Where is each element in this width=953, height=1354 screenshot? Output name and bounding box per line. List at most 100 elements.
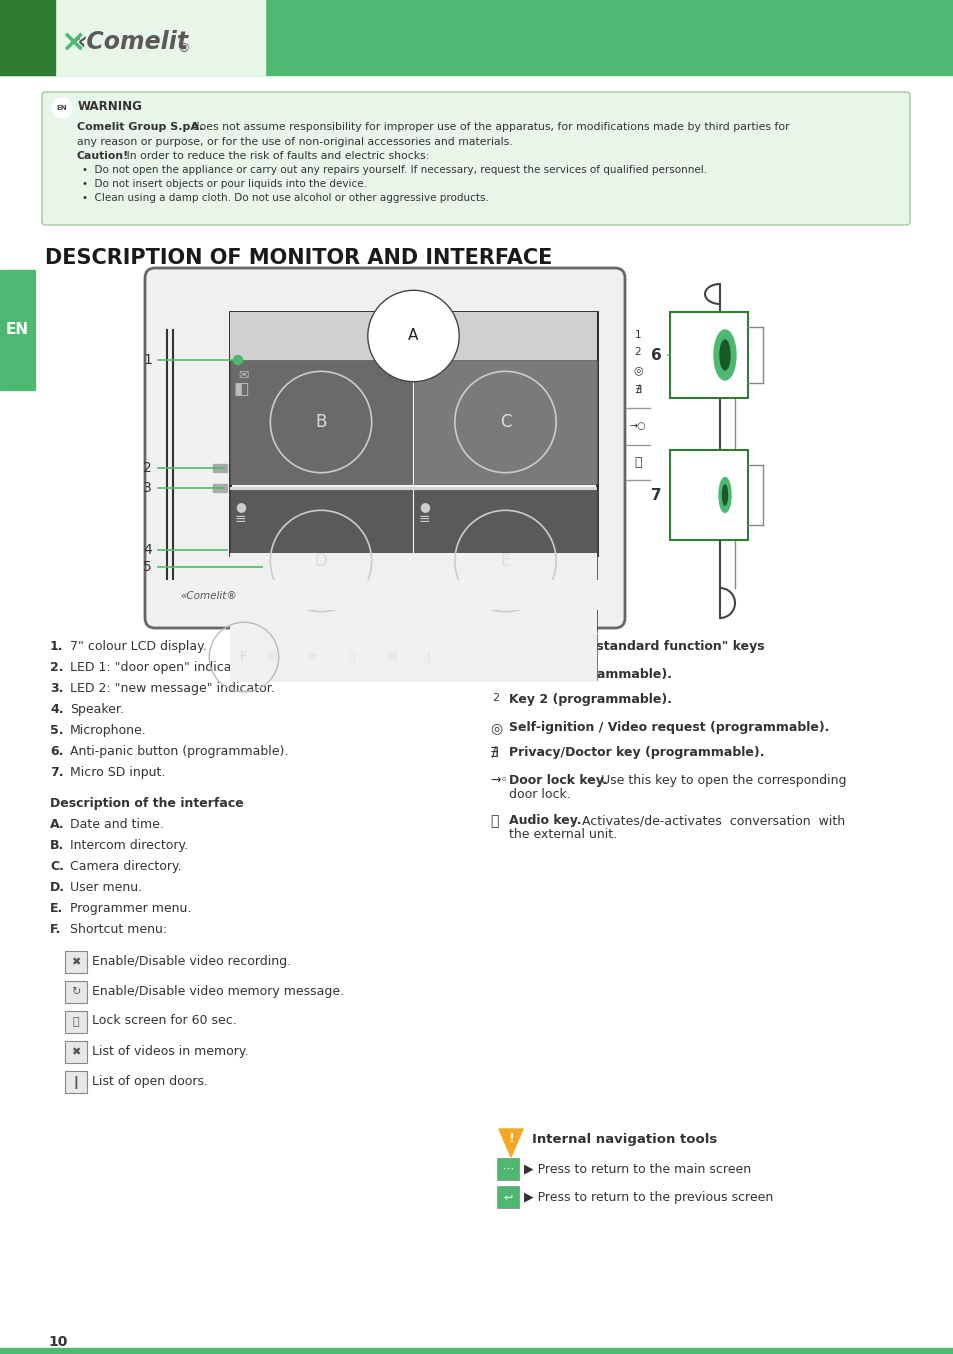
Text: Internal navigation tools: Internal navigation tools <box>532 1133 717 1147</box>
Bar <box>65 1041 87 1063</box>
Text: D.: D. <box>50 881 65 894</box>
Text: A: A <box>408 329 418 344</box>
Text: ✖: ✖ <box>71 1047 81 1057</box>
Text: D: D <box>314 552 327 570</box>
Bar <box>65 1071 87 1093</box>
Text: «Comelit: «Comelit <box>71 30 189 54</box>
Text: ∄: ∄ <box>634 385 640 395</box>
Text: the external unit.: the external unit. <box>509 829 617 841</box>
Circle shape <box>52 97 71 118</box>
Text: Anti-panic button (programmable).: Anti-panic button (programmable). <box>70 745 288 758</box>
Text: 7.: 7. <box>50 766 64 779</box>
Bar <box>65 982 87 1003</box>
Text: 2: 2 <box>634 347 640 357</box>
Text: Microphone.: Microphone. <box>70 724 147 737</box>
Text: Enable/Disable video recording.: Enable/Disable video recording. <box>91 955 291 968</box>
Text: 4.: 4. <box>50 703 64 716</box>
Text: B: B <box>315 413 326 431</box>
Text: F: F <box>240 650 248 663</box>
Text: ✉: ✉ <box>237 368 248 380</box>
Text: C.: C. <box>50 860 64 873</box>
Text: □▸: □▸ <box>418 368 435 378</box>
Text: 3.: 3. <box>50 682 63 695</box>
Text: does not assume responsibility for improper use of the apparatus, for modificati: does not assume responsibility for impro… <box>189 122 789 131</box>
Bar <box>65 1011 87 1033</box>
Text: 7: 7 <box>651 487 661 502</box>
Text: ●: ● <box>418 500 430 513</box>
Text: Description of the interface: Description of the interface <box>50 798 244 810</box>
Text: ▶ Press to return to the previous screen: ▶ Press to return to the previous screen <box>523 1190 773 1204</box>
Text: Self-ignition / Video request (programmable).: Self-ignition / Video request (programma… <box>509 720 828 734</box>
Text: ✖: ✖ <box>71 957 81 967</box>
Text: 6: 6 <box>651 348 661 363</box>
FancyBboxPatch shape <box>145 268 624 628</box>
Bar <box>213 464 227 473</box>
Text: Audio key.: Audio key. <box>509 814 581 827</box>
Text: EN: EN <box>56 106 68 111</box>
Text: •  Do not open the appliance or carry out any repairs yourself. If necessary, re: • Do not open the appliance or carry out… <box>82 165 706 175</box>
Text: ≡: ≡ <box>418 512 430 525</box>
Text: WARNING: WARNING <box>78 100 143 114</box>
Bar <box>497 1186 518 1208</box>
Text: 4: 4 <box>143 543 152 556</box>
Text: 7" colour LCD display.: 7" colour LCD display. <box>70 640 207 653</box>
Text: Privacy/Doctor key (programmable).: Privacy/Doctor key (programmable). <box>509 746 763 760</box>
Text: ⬜: ⬜ <box>72 1017 79 1026</box>
Text: ●: ● <box>234 500 246 513</box>
Bar <box>65 951 87 974</box>
Text: ❘: ❘ <box>423 651 433 662</box>
Text: A.: A. <box>50 818 65 831</box>
Text: Shortcut menu:: Shortcut menu: <box>70 923 167 936</box>
Bar <box>213 483 227 492</box>
Text: ≡: ≡ <box>234 512 247 525</box>
Text: Caution!: Caution! <box>77 152 129 161</box>
Text: ↻: ↻ <box>71 987 81 997</box>
Text: Micro SD input.: Micro SD input. <box>70 766 165 779</box>
Circle shape <box>233 356 242 364</box>
Text: Key 1 (programmable).: Key 1 (programmable). <box>509 668 671 681</box>
Text: Activates/de-activates  conversation  with: Activates/de-activates conversation with <box>574 814 844 827</box>
Text: Intercom directory.: Intercom directory. <box>70 839 188 852</box>
Text: LED 2: "new message" indicator.: LED 2: "new message" indicator. <box>70 682 274 695</box>
Text: 1: 1 <box>492 668 498 678</box>
Bar <box>230 552 597 682</box>
Bar <box>669 450 747 540</box>
Text: Comelit Group S.pA.: Comelit Group S.pA. <box>77 122 203 131</box>
Text: ◧: ◧ <box>233 380 250 398</box>
Text: E: E <box>499 552 510 570</box>
Text: 3: 3 <box>143 481 152 496</box>
Text: 1: 1 <box>634 330 640 340</box>
Ellipse shape <box>721 485 727 505</box>
Bar <box>414 360 597 483</box>
Text: List of videos in memory.: List of videos in memory. <box>91 1044 248 1057</box>
Text: any reason or purpose, or for the use of non-original accessories and materials.: any reason or purpose, or for the use of… <box>77 137 512 148</box>
Text: E.: E. <box>50 902 63 915</box>
Text: ☒: ☒ <box>267 653 276 662</box>
Text: 1.: 1. <box>50 640 64 653</box>
Text: ⬜: ⬜ <box>349 653 355 662</box>
Text: ◎: ◎ <box>633 366 642 375</box>
Text: EN: EN <box>6 322 29 337</box>
Text: Door lock key.: Door lock key. <box>509 774 607 787</box>
Text: Enable/Disable video memory message.: Enable/Disable video memory message. <box>91 984 344 998</box>
Text: 5.: 5. <box>50 724 64 737</box>
Text: 2: 2 <box>143 460 152 475</box>
Bar <box>165 580 604 611</box>
Bar <box>230 634 597 680</box>
Text: ☒: ☒ <box>387 653 396 662</box>
Text: Lock screen for 60 sec.: Lock screen for 60 sec. <box>91 1014 236 1028</box>
FancyBboxPatch shape <box>42 92 909 225</box>
Text: ┃: ┃ <box>72 1075 79 1089</box>
Bar <box>0 0 953 74</box>
Text: ⌣: ⌣ <box>490 814 497 829</box>
Bar <box>230 487 597 490</box>
Text: !: ! <box>508 1132 514 1145</box>
Bar <box>0 269 35 390</box>
Ellipse shape <box>720 340 729 370</box>
Bar <box>497 1158 518 1179</box>
Text: Camera directory.: Camera directory. <box>70 860 181 873</box>
Text: Key 2 (programmable).: Key 2 (programmable). <box>509 693 671 705</box>
Text: 2.: 2. <box>50 661 64 674</box>
Text: 5: 5 <box>143 561 152 574</box>
Text: ▶ Press to return to the main screen: ▶ Press to return to the main screen <box>523 1163 750 1175</box>
